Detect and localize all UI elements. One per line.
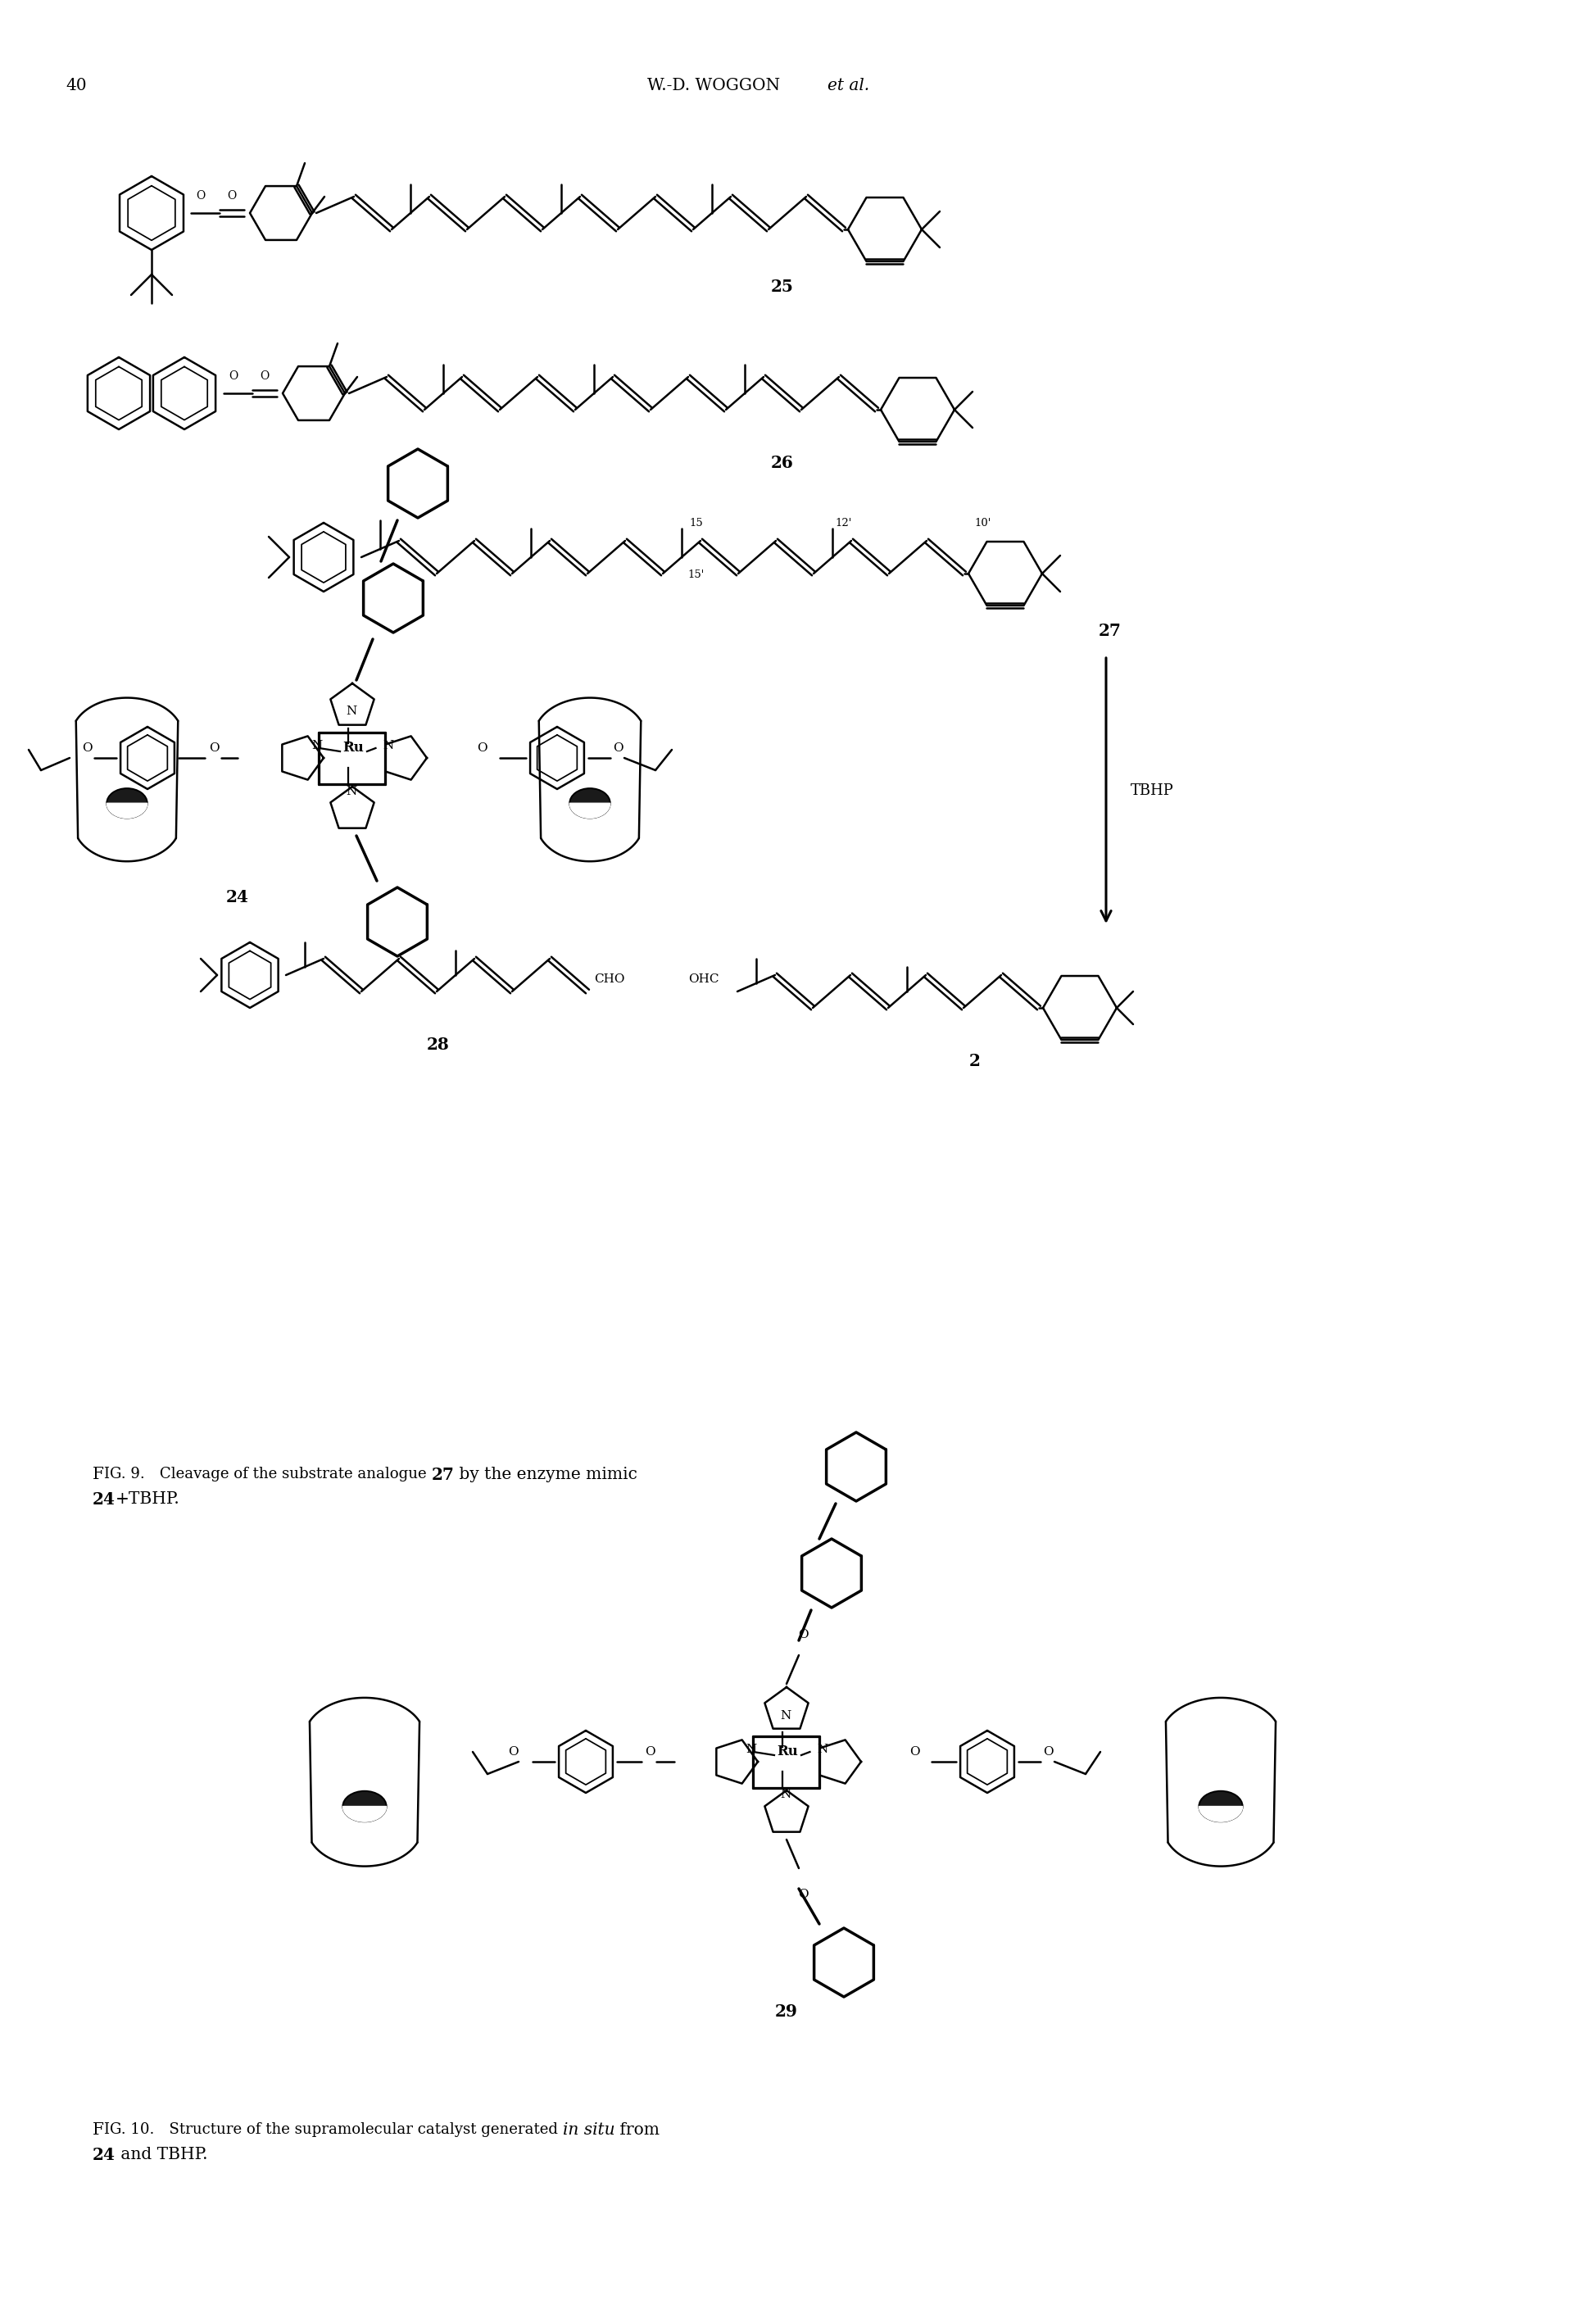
Text: O: O bbox=[645, 1747, 654, 1759]
Ellipse shape bbox=[343, 1791, 386, 1821]
Text: 27: 27 bbox=[1098, 623, 1120, 639]
Text: O: O bbox=[798, 1889, 808, 1900]
Text: Ru: Ru bbox=[776, 1745, 798, 1759]
Text: CHO: CHO bbox=[594, 973, 624, 985]
Ellipse shape bbox=[570, 787, 610, 818]
Text: 24: 24 bbox=[93, 2146, 115, 2163]
Text: N: N bbox=[779, 1710, 790, 1721]
Text: et al.: et al. bbox=[827, 79, 868, 93]
Text: O: O bbox=[209, 743, 219, 755]
Text: N: N bbox=[817, 1745, 828, 1756]
Text: Ru: Ru bbox=[342, 741, 364, 755]
Text: N: N bbox=[311, 741, 322, 750]
Text: N: N bbox=[346, 785, 356, 797]
Text: 24: 24 bbox=[93, 1491, 115, 1508]
Text: O: O bbox=[508, 1747, 519, 1759]
Text: 28: 28 bbox=[426, 1036, 450, 1052]
Text: N: N bbox=[383, 741, 394, 750]
Text: in situ: in situ bbox=[562, 2123, 614, 2137]
Text: O: O bbox=[798, 1628, 808, 1640]
Text: +TBHP.: +TBHP. bbox=[115, 1491, 180, 1508]
Text: 12': 12' bbox=[835, 518, 852, 530]
Text: N: N bbox=[745, 1745, 757, 1756]
Text: by the enzyme mimic: by the enzyme mimic bbox=[453, 1466, 637, 1482]
Text: N: N bbox=[779, 1789, 790, 1800]
Text: 25: 25 bbox=[771, 279, 793, 295]
Polygon shape bbox=[1199, 1807, 1242, 1821]
Text: F: F bbox=[93, 1466, 104, 1482]
Text: N: N bbox=[346, 706, 356, 718]
Text: 15': 15' bbox=[688, 569, 704, 581]
Text: IG. 10. Structure of the supramolecular catalyst generated: IG. 10. Structure of the supramolecular … bbox=[104, 2123, 562, 2137]
Text: IG. 9. Cleavage of the substrate analogue: IG. 9. Cleavage of the substrate analogu… bbox=[104, 1466, 431, 1482]
Text: O: O bbox=[613, 743, 622, 755]
Text: O: O bbox=[910, 1747, 919, 1759]
Text: W.-D. WOGGON: W.-D. WOGGON bbox=[646, 79, 785, 93]
Text: 15: 15 bbox=[689, 518, 702, 530]
Text: 27: 27 bbox=[431, 1466, 453, 1482]
Text: OHC: OHC bbox=[688, 973, 718, 985]
Polygon shape bbox=[343, 1807, 386, 1821]
Text: 29: 29 bbox=[774, 2002, 798, 2019]
Text: O: O bbox=[477, 743, 487, 755]
Ellipse shape bbox=[107, 787, 147, 818]
Text: O: O bbox=[196, 190, 206, 202]
Polygon shape bbox=[570, 804, 610, 818]
Text: TBHP: TBHP bbox=[1130, 783, 1173, 799]
Text: 2: 2 bbox=[969, 1052, 980, 1069]
Ellipse shape bbox=[1199, 1791, 1242, 1821]
Text: and TBHP.: and TBHP. bbox=[115, 2146, 207, 2163]
Text: 26: 26 bbox=[771, 455, 793, 472]
Text: F: F bbox=[93, 2123, 104, 2137]
Text: O: O bbox=[260, 369, 270, 381]
Text: 40: 40 bbox=[65, 79, 86, 93]
Text: O: O bbox=[227, 190, 236, 202]
Text: from: from bbox=[614, 2123, 659, 2137]
Text: 24: 24 bbox=[227, 890, 249, 906]
Text: O: O bbox=[81, 743, 93, 755]
Text: O: O bbox=[228, 369, 238, 381]
Text: 10': 10' bbox=[974, 518, 991, 530]
Polygon shape bbox=[107, 804, 147, 818]
Text: O: O bbox=[1042, 1747, 1053, 1759]
